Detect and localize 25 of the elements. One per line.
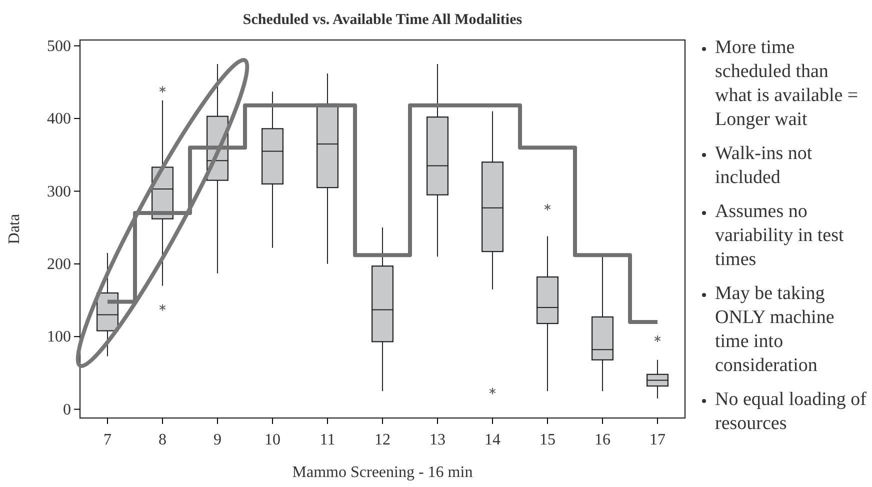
- chart-title: Scheduled vs. Available Time All Modalities: [242, 12, 522, 28]
- x-tick-label: 13: [430, 432, 446, 449]
- y-tick-label: 500: [47, 38, 71, 55]
- x-tick-label: 11: [320, 432, 336, 449]
- text: Walk-ins not included: [715, 143, 812, 188]
- y-tick-label: 300: [47, 183, 71, 200]
- x-tick-label: 12: [374, 432, 390, 449]
- x-tick-label: 7: [104, 432, 112, 449]
- x-tick-label: 16: [594, 432, 610, 449]
- text: No equal loading of resources: [715, 389, 866, 434]
- x-tick-label: 17: [650, 432, 666, 449]
- text: May be taking ONLY machine time into consideration: [715, 283, 834, 376]
- x-tick-label: 15: [540, 432, 556, 449]
- x-tick-label: 10: [264, 432, 280, 449]
- y-tick-label: 200: [47, 256, 71, 274]
- text: Assumes no variability in test times: [715, 201, 844, 270]
- y-tick-label: 400: [47, 110, 71, 128]
- text: More time scheduled than what is available = Longer wait: [715, 37, 858, 130]
- y-tick-label: 0: [63, 401, 71, 418]
- y-axis-title: Data: [6, 214, 23, 244]
- x-axis-title: Mammo Screening - 16 min: [292, 464, 473, 481]
- x-tick-label: 8: [158, 432, 166, 449]
- x-tick-label: 9: [214, 432, 222, 449]
- y-tick-label: 100: [47, 328, 71, 346]
- x-tick-label: 14: [484, 432, 500, 449]
